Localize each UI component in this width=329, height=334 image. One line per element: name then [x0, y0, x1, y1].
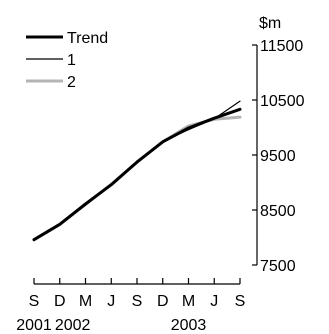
- x-year-label: 2002: [55, 317, 91, 334]
- y-ticks: 7500 8500 9500 10500 11500: [252, 38, 305, 275]
- x-tick-label: D: [54, 293, 66, 310]
- y-tick-label: 10500: [260, 93, 305, 110]
- series-line-1: [33, 100, 241, 241]
- x-tick-label: D: [157, 293, 169, 310]
- y-tick-label: 11500: [260, 38, 303, 55]
- x-tick-label: J: [210, 293, 218, 310]
- x-tick-label: S: [132, 293, 143, 310]
- x-tick-label: J: [107, 293, 115, 310]
- legend-label-trend: Trend: [67, 30, 108, 47]
- legend-label-1: 1: [67, 52, 76, 69]
- x-tick-label: M: [79, 293, 92, 310]
- y-unit-label: $m: [259, 15, 281, 32]
- x-tick-label: S: [29, 293, 40, 310]
- y-tick-label: 9500: [260, 148, 296, 165]
- x-tick-label: M: [182, 293, 195, 310]
- series-lines: [32, 100, 242, 242]
- x-year-label: 2001: [16, 317, 52, 334]
- legend-label-2: 2: [67, 74, 76, 91]
- x-year-label: 2003: [171, 317, 207, 334]
- y-tick-label: 8500: [260, 203, 296, 220]
- x-tick-label: S: [235, 293, 246, 310]
- legend: Trend 1 2: [26, 30, 108, 91]
- y-tick-label: 7500: [260, 258, 296, 275]
